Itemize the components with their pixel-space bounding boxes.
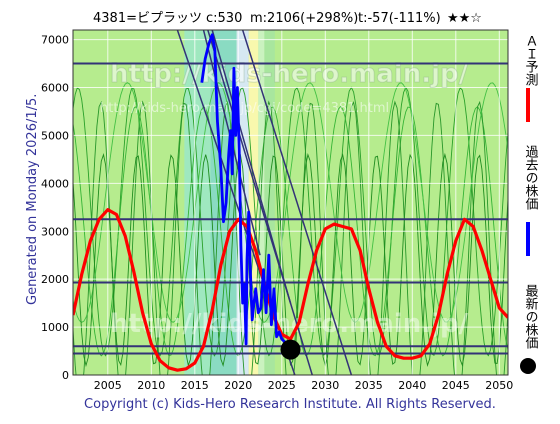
- trend-line: [241, 30, 353, 375]
- max-price: m:2106(+298%): [250, 11, 358, 26]
- x-tick-label: 2045: [442, 379, 470, 392]
- background-curve: [73, 152, 508, 368]
- background-band: [248, 30, 259, 375]
- y-tick-label: 7000: [41, 34, 69, 47]
- y-tick-label: 0: [62, 369, 69, 382]
- legend-past-label: 過去の株価: [523, 145, 539, 210]
- x-tick-label: 2010: [137, 379, 165, 392]
- y-tick-label: 3000: [41, 225, 69, 238]
- trend-value: t:-57(-111%): [358, 11, 441, 26]
- x-tick-label: 2030: [311, 379, 339, 392]
- past-price-line: [200, 33, 292, 351]
- y-tick-label: 6000: [41, 82, 69, 95]
- x-tick-label: 2040: [398, 379, 426, 392]
- current-price: c:530: [206, 11, 242, 26]
- watermark-url-3: http://kids-hero.main.jp/: [110, 309, 469, 339]
- ai-forecast-line: [73, 208, 508, 372]
- watermark-url-2: http://kids-hero.main.jp/cgi/code=4381.h…: [100, 101, 389, 116]
- generated-date: Generated on Monday 2026/1/5.: [25, 94, 40, 305]
- background-curve: [73, 86, 508, 357]
- legend-latest-label: 最新の株価: [523, 284, 539, 349]
- x-tick-label: 2035: [355, 379, 383, 392]
- legend-ai-label: ＡＩ予測: [523, 34, 539, 86]
- background-band: [264, 30, 275, 375]
- copyright: Copyright (c) Kids-Hero Research Institu…: [84, 397, 496, 412]
- plot-frame: [72, 29, 509, 376]
- legend: ＡＩ予測 過去の株価 最新の株価: [520, 34, 538, 374]
- stock-code: 4381=ビプラッツ: [93, 11, 202, 26]
- x-tick-label: 2015: [181, 379, 209, 392]
- trend-line: [211, 30, 292, 304]
- x-tick-label: 2020: [224, 379, 252, 392]
- background-curve: [73, 100, 508, 375]
- x-tick-label: 2005: [94, 379, 122, 392]
- legend-latest-marker: [520, 358, 536, 374]
- trend-line: [207, 30, 313, 375]
- latest-price-marker: [280, 339, 301, 360]
- y-tick-label: 1000: [41, 321, 69, 334]
- y-tick-label: 4000: [41, 177, 69, 190]
- background-curve: [73, 82, 508, 323]
- y-tick-label: 2000: [41, 273, 69, 286]
- x-tick-label: 2050: [485, 379, 513, 392]
- x-tick-label: 2025: [268, 379, 296, 392]
- y-tick-label: 5000: [41, 129, 69, 142]
- rating-stars: ★★☆: [447, 11, 482, 26]
